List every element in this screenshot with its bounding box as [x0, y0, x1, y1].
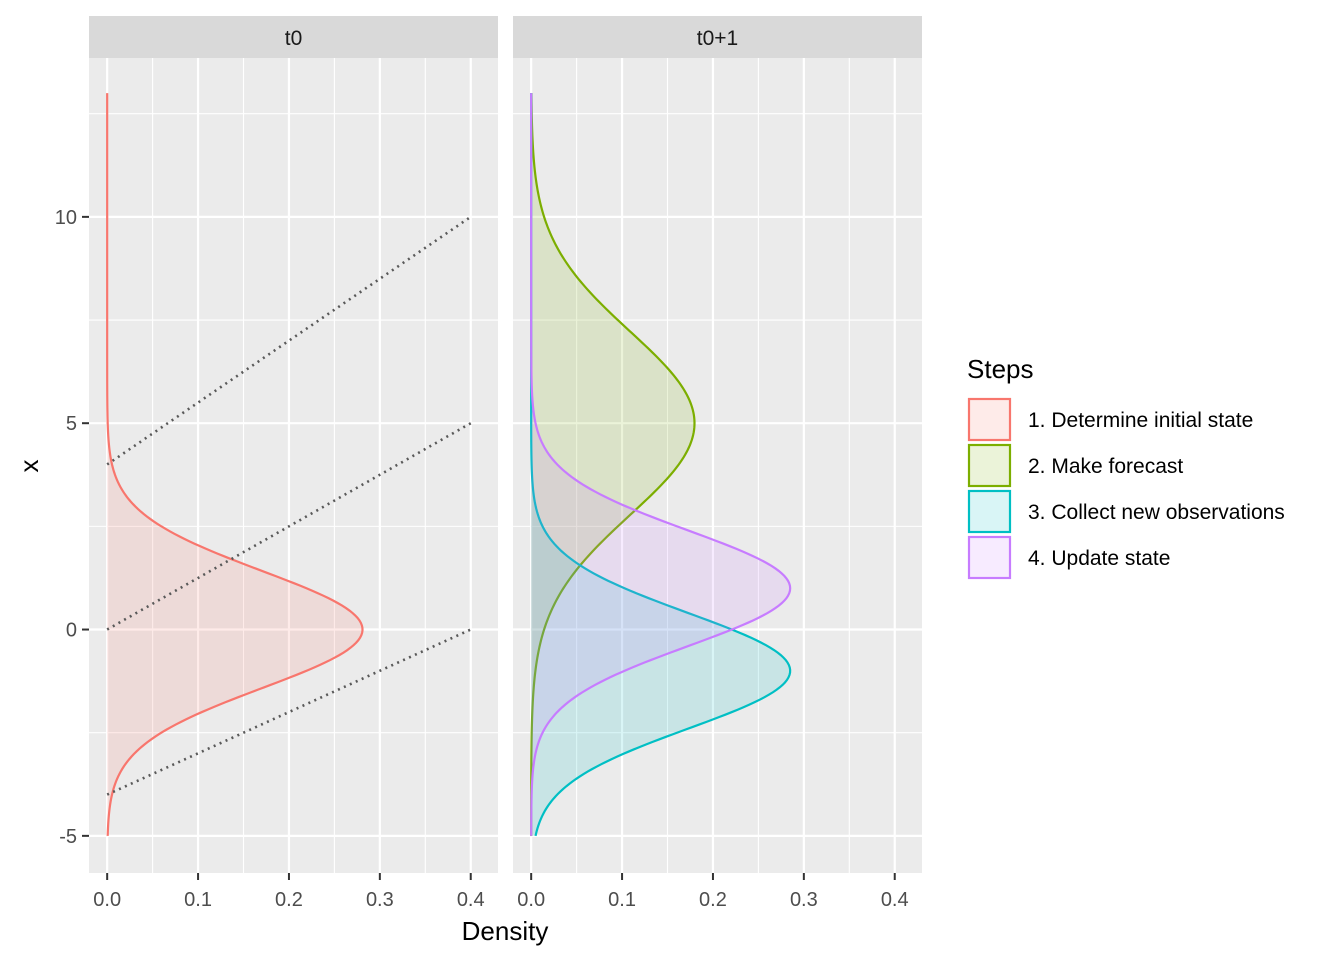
- x-tick-label: 0.0: [517, 889, 545, 911]
- legend: Steps 1. Determine initial state 2. Make …: [967, 354, 1285, 580]
- legend-key-4-update-state: [967, 535, 1012, 580]
- legend-label: 4. Update state: [1028, 547, 1170, 570]
- density-area-3-collect-new-observations: [531, 93, 791, 836]
- panel-background: [89, 58, 498, 873]
- density-area-1-determine-initial-state: [107, 93, 363, 836]
- facet-strip: [513, 16, 922, 58]
- x-axis-t0-plus-1: 0.0 0.1 0.2 0.3 0.4: [517, 873, 909, 911]
- x-tick-label: 0.0: [93, 889, 121, 911]
- legend-title: Steps: [967, 354, 1034, 384]
- legend-key-1-determine-initial-state: [967, 397, 1012, 442]
- legend-label: 3. Collect new observations: [1028, 501, 1285, 524]
- legend-label: 2. Make forecast: [1028, 455, 1183, 478]
- facet-strip: [89, 16, 498, 58]
- panel-t0: t0: [89, 16, 498, 873]
- y-axis-title: x: [14, 460, 44, 473]
- y-axis: -5 0 5 10: [55, 207, 89, 848]
- facet-strip-label: t0: [285, 27, 303, 50]
- x-tick-label: 0.2: [699, 889, 727, 911]
- legend-label: 1. Determine initial state: [1028, 409, 1253, 432]
- y-tick-label: 0: [66, 620, 77, 642]
- panel-background: [513, 58, 922, 873]
- facet-strip-label: t0+1: [697, 27, 738, 50]
- x-tick-label: 0.3: [366, 889, 394, 911]
- legend-key-2-make-forecast: [967, 443, 1012, 488]
- x-tick-label: 0.3: [790, 889, 818, 911]
- density-line-1-determine-initial-state: [106, 93, 364, 836]
- x-axis-title: Density: [462, 916, 549, 946]
- dotted-forecast-line: [106, 215, 472, 466]
- legend-key-background: [968, 536, 1011, 579]
- dotted-forecast-line: [106, 422, 472, 631]
- panel-t0-plus-1: t0+1: [513, 16, 922, 873]
- y-tick-label: -5: [59, 826, 77, 848]
- x-tick-label: 0.1: [184, 889, 212, 911]
- dotted-forecast-line: [106, 628, 472, 796]
- x-tick-label: 0.4: [881, 889, 909, 911]
- legend-key-background: [968, 444, 1011, 487]
- legend-key-background: [968, 490, 1011, 533]
- x-tick-label: 0.2: [275, 889, 303, 911]
- density-area-4-update-state: [531, 93, 791, 836]
- y-tick-label: 10: [55, 207, 77, 229]
- x-tick-label: 0.4: [457, 889, 485, 911]
- density-line-2-make-forecast: [530, 93, 696, 836]
- x-axis-t0: 0.0 0.1 0.2 0.3 0.4: [93, 873, 485, 911]
- density-line-4-update-state: [530, 93, 792, 836]
- y-tick-label: 5: [66, 413, 77, 435]
- density-area-2-make-forecast: [531, 93, 695, 836]
- x-tick-label: 0.1: [608, 889, 636, 911]
- legend-key-3-collect-new-observations: [967, 489, 1012, 534]
- legend-key-background: [968, 398, 1011, 441]
